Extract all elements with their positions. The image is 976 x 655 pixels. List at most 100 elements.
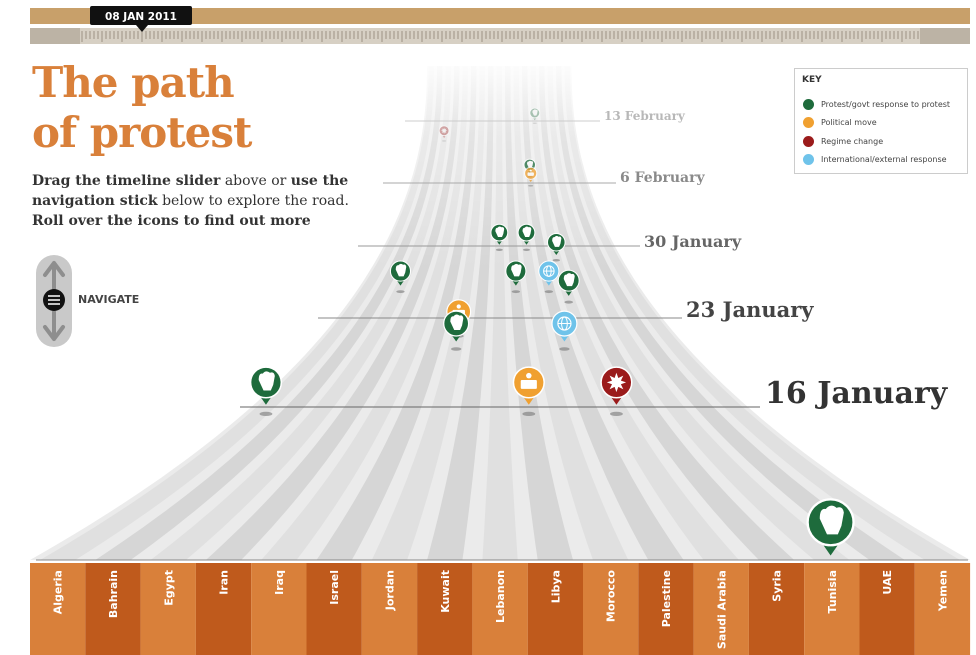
- starburst-icon: [606, 372, 627, 393]
- road-lane: [40, 66, 434, 560]
- date-label-30-january: 30 January: [644, 232, 742, 251]
- country-tab-bg: [140, 563, 196, 655]
- key-item-political: Political move: [803, 117, 877, 128]
- intro-part-1: Drag the timeline slider: [32, 173, 221, 189]
- date-label-16-january: 16 January: [765, 376, 948, 411]
- road-lane: [522, 66, 684, 560]
- date-label-6-february: 6 February: [620, 170, 705, 186]
- country-tab-yemen[interactable]: Yemen: [914, 563, 971, 655]
- road-lane: [261, 66, 468, 560]
- road-lane: [539, 66, 795, 560]
- down-arrow-icon[interactable]: [43, 310, 65, 341]
- road-lane: [547, 66, 850, 560]
- event-marker-protest[interactable]: [505, 260, 527, 294]
- intro-text: Drag the timeline slider above or use th…: [32, 171, 352, 231]
- country-tab-egypt[interactable]: Egypt: [140, 563, 196, 655]
- country-tab-israel[interactable]: Israel: [306, 563, 362, 655]
- country-tab-tunisia[interactable]: Tunisia: [804, 563, 860, 655]
- event-marker-protest[interactable]: [529, 107, 541, 124]
- timeline-handle[interactable]: 08 JAN 2011: [90, 6, 192, 32]
- country-label: Tunisia: [826, 570, 839, 613]
- event-marker-protest[interactable]: [490, 223, 509, 251]
- key-dot: [803, 117, 814, 128]
- event-marker-regime[interactable]: [600, 366, 633, 417]
- country-tab-iran[interactable]: Iran: [195, 563, 252, 655]
- up-arrow-icon[interactable]: [43, 261, 65, 292]
- marker-shadow: [609, 411, 623, 417]
- country-label: Egypt: [162, 570, 175, 606]
- road-lane: [564, 66, 961, 560]
- event-marker-protest[interactable]: [557, 269, 580, 304]
- country-tab-kuwait[interactable]: Kuwait: [417, 563, 473, 655]
- event-marker-international[interactable]: [551, 310, 578, 351]
- country-tab-bg: [638, 563, 694, 655]
- key-title: KEY: [802, 75, 822, 85]
- country-tab-syria[interactable]: Syria: [748, 563, 805, 655]
- key-label: Political move: [821, 118, 877, 127]
- country-tab-bg: [306, 563, 362, 655]
- event-marker-regime[interactable]: [438, 125, 450, 142]
- road-lane: [205, 66, 460, 560]
- country-label: Palestine: [660, 570, 673, 627]
- country-tab-bg: [30, 563, 86, 655]
- event-markers[interactable]: [249, 107, 855, 573]
- country-tab-bg: [472, 563, 528, 655]
- event-marker-political[interactable]: [524, 166, 538, 187]
- event-marker-protest[interactable]: [547, 232, 566, 262]
- marker-shadow: [396, 290, 405, 294]
- country-tab-bahrain[interactable]: Bahrain: [85, 563, 141, 655]
- marker-shadow: [559, 347, 570, 351]
- key-label: Protest/govt response to protest: [821, 100, 951, 109]
- country-tab-saudi-arabia[interactable]: Saudi Arabia: [693, 563, 749, 655]
- road-lane: [556, 66, 905, 560]
- title-line-2: of protest: [32, 108, 252, 157]
- podium-icon: [456, 304, 461, 309]
- event-marker-protest[interactable]: [249, 366, 283, 417]
- country-tab-morocco[interactable]: Morocco: [583, 563, 639, 655]
- event-marker-protest[interactable]: [389, 260, 412, 294]
- country-label: Syria: [771, 570, 784, 602]
- marker-head: [438, 125, 450, 137]
- date-bubble: [90, 6, 192, 25]
- event-marker-protest[interactable]: [443, 310, 470, 351]
- timeline-date: 08 JAN 2011: [105, 11, 177, 23]
- country-tab-palestine[interactable]: Palestine: [638, 563, 694, 655]
- key-dot: [803, 154, 814, 165]
- fist-icon: [495, 226, 505, 237]
- country-tab-lebanon[interactable]: Lebanon: [472, 563, 528, 655]
- country-tab-libya[interactable]: Libya: [527, 563, 583, 655]
- road-lane: [482, 66, 518, 560]
- country-tab-bg: [527, 563, 583, 655]
- country-tab-iraq[interactable]: Iraq: [251, 563, 307, 655]
- legend-key: KEY Protest/govt response to protest Pol…: [794, 68, 968, 174]
- country-label: Bahrain: [107, 570, 120, 618]
- key-item-regime: Regime change: [803, 136, 883, 147]
- event-marker-protest[interactable]: [517, 223, 536, 251]
- country-tab-algeria[interactable]: Algeria: [30, 563, 86, 655]
- road: [30, 60, 971, 561]
- intro-part-3: use the navigation stick: [32, 173, 349, 209]
- fist-icon: [563, 273, 575, 287]
- marker-head: [529, 107, 541, 119]
- timeline-slider[interactable]: 08 JAN 2011: [30, 6, 970, 44]
- key-item-international: International/external response: [803, 154, 947, 165]
- event-marker-international[interactable]: [538, 260, 560, 294]
- marker-shadow: [511, 290, 521, 294]
- marker-shadow: [532, 122, 537, 124]
- marker-shadow: [522, 248, 531, 251]
- podium-base: [520, 380, 537, 389]
- key-item-protest: Protest/govt response to protest: [803, 99, 950, 110]
- navigation-stick[interactable]: [36, 255, 72, 347]
- country-label: Yemen: [936, 570, 949, 612]
- country-tab-bg: [251, 563, 307, 655]
- fist-icon: [552, 235, 562, 247]
- marker-shadow: [442, 140, 447, 142]
- country-label: Libya: [549, 570, 562, 603]
- event-marker-protest[interactable]: [806, 498, 855, 573]
- country-tab-uae[interactable]: UAE: [859, 563, 915, 655]
- navigate-label: NAVIGATE: [78, 293, 140, 306]
- country-tab-jordan[interactable]: Jordan: [361, 563, 418, 655]
- event-marker-political[interactable]: [512, 366, 545, 417]
- country-strip[interactable]: Algeria Bahrain Egypt Iran Iraq Israel Jordan K…: [30, 563, 971, 655]
